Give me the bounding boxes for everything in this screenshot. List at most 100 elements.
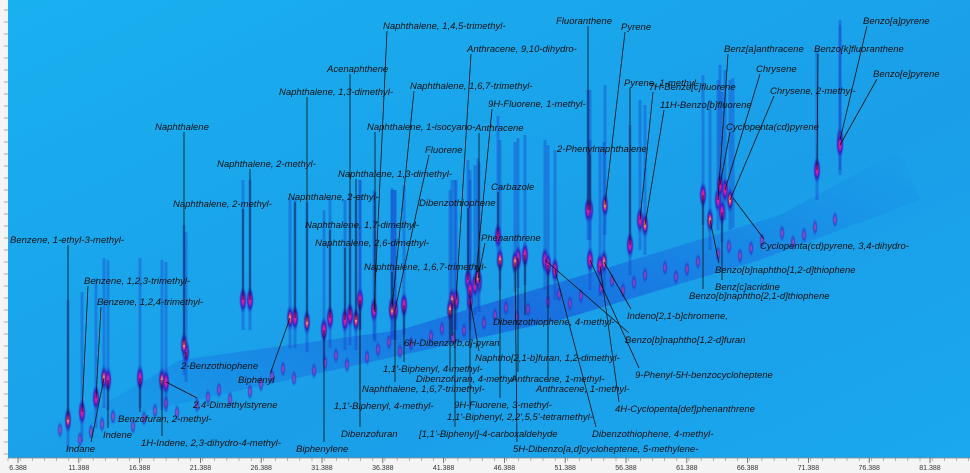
compound-label: Biphenylene — [296, 444, 348, 455]
leader-line — [709, 219, 720, 264]
minor-peak — [832, 210, 838, 229]
compound-label: 9H-Fluorene, 3-methyl- — [454, 400, 552, 411]
streak — [838, 20, 842, 170]
compound-label: Fluorene — [425, 145, 463, 156]
streak — [390, 190, 394, 340]
streak — [372, 190, 376, 340]
streak — [450, 180, 454, 330]
streak — [80, 292, 84, 442]
minor-peak — [258, 375, 264, 393]
compound-label: Indene — [103, 430, 132, 441]
minor-peak — [801, 225, 807, 244]
minor-peak — [684, 260, 690, 279]
compound-label: Naphthalene, 1,4,5-trimethyl- — [383, 21, 506, 32]
streak — [160, 260, 164, 410]
compound-label: Benz[a]anthracene — [724, 44, 804, 55]
leader-line — [90, 377, 105, 443]
streak — [723, 70, 727, 220]
leader-line — [165, 381, 198, 399]
minor-peak — [662, 258, 668, 277]
compound-label: Dibenzothiophene, 4-methyl- — [493, 317, 614, 328]
compound-label: Naphthalene, 1,3-dimethyl- — [338, 169, 452, 180]
x-tick-label: 16.388 — [129, 465, 151, 472]
streak — [543, 140, 547, 290]
streak — [513, 142, 517, 292]
x-tick-label: 26.388 — [250, 465, 272, 472]
streak — [498, 140, 502, 290]
minor-peak — [152, 401, 158, 420]
streak — [546, 145, 550, 295]
leader-line — [732, 197, 765, 240]
compound-label: Anthracene — [474, 123, 524, 134]
streak — [322, 210, 326, 360]
compound-label: Naphthalene, 1,6,7-trimethyl- — [364, 262, 487, 273]
minor-peak — [227, 390, 233, 409]
compound-label: 4H-Cyclopenta[def]phenanthrene — [615, 404, 755, 415]
x-tick-label: 81.388 — [919, 465, 941, 472]
compound-label: Benzofuran, 2-methyl- — [118, 414, 211, 425]
streak — [701, 75, 705, 225]
minor-peak — [291, 369, 297, 388]
minor-peak — [205, 388, 211, 407]
minor-peak — [428, 327, 434, 346]
compound-label: Naphthalene, 2-ethyl- — [288, 192, 379, 203]
streak — [516, 138, 520, 288]
minor-peak — [759, 231, 765, 250]
compound-label: Naphthalene, 1,3-dimethyl- — [279, 87, 393, 98]
streak — [838, 25, 842, 175]
streak — [496, 116, 500, 266]
minor-peak — [439, 319, 445, 338]
leader-line — [603, 261, 632, 310]
x-tick-label: 56.388 — [615, 465, 637, 472]
leader-line — [816, 53, 819, 171]
x-tick-label: 51.388 — [554, 465, 576, 472]
minor-peak — [450, 329, 456, 347]
compound-label: Biphenyl — [238, 375, 275, 386]
minor-peak — [481, 313, 487, 332]
compound-label: Dibenzothiophene, 4-methyl- — [592, 429, 713, 440]
compound-label: 7H-Benzo[c]fluorene — [649, 82, 736, 93]
minor-peak — [141, 409, 147, 428]
compound-label: Pyrene — [621, 22, 651, 33]
x-tick-label: 41.388 — [433, 465, 455, 472]
leader-line — [391, 90, 415, 309]
compound-label: Dibenzofuran — [341, 429, 398, 440]
minor-peak — [99, 415, 105, 434]
y-axis-strip — [0, 0, 8, 458]
minor-peak — [397, 342, 403, 361]
compound-label: Naphthalene, 2,6-dimethyl- — [315, 238, 429, 249]
streak — [473, 165, 477, 315]
compound-label: 2,4-Dimethylstyrene — [192, 400, 277, 411]
streak — [708, 100, 712, 250]
streak — [102, 258, 106, 408]
leader-line — [554, 269, 597, 428]
leader-line — [477, 242, 486, 279]
minor-peak — [578, 287, 584, 305]
streak — [731, 78, 735, 228]
minor-peak — [737, 246, 743, 265]
streak — [402, 185, 406, 335]
compound-label: Anthracene, 1-methyl- — [535, 384, 629, 395]
compound-label: Indeno[2,1-b]chromene, — [627, 311, 728, 322]
streak — [728, 80, 732, 230]
elution-band — [60, 150, 920, 445]
leader-line — [514, 261, 518, 443]
minor-peak — [280, 359, 286, 378]
x-tick-label: 31.388 — [311, 465, 333, 472]
compound-label: Benzo[e]pyrene — [873, 69, 940, 80]
streak — [638, 100, 642, 250]
compound-label: [1,1'-Biphenyl]-4-carboxaldehyde — [418, 429, 558, 440]
compound-label: 1,1'-Biphenyl, 4-methyl- — [334, 401, 434, 412]
minor-peak — [726, 237, 732, 256]
compound-label: Acenaphthene — [326, 64, 388, 75]
streak — [288, 198, 292, 348]
leader-line — [270, 317, 291, 374]
compound-label: Dibenzothiophene — [419, 198, 496, 209]
leader-line — [373, 30, 388, 311]
streak — [453, 180, 457, 330]
minor-peak — [503, 298, 509, 317]
compound-label: Naphthalene — [155, 122, 209, 133]
minor-peak — [57, 421, 63, 439]
leader-line — [644, 109, 665, 226]
leader-line — [81, 285, 89, 413]
